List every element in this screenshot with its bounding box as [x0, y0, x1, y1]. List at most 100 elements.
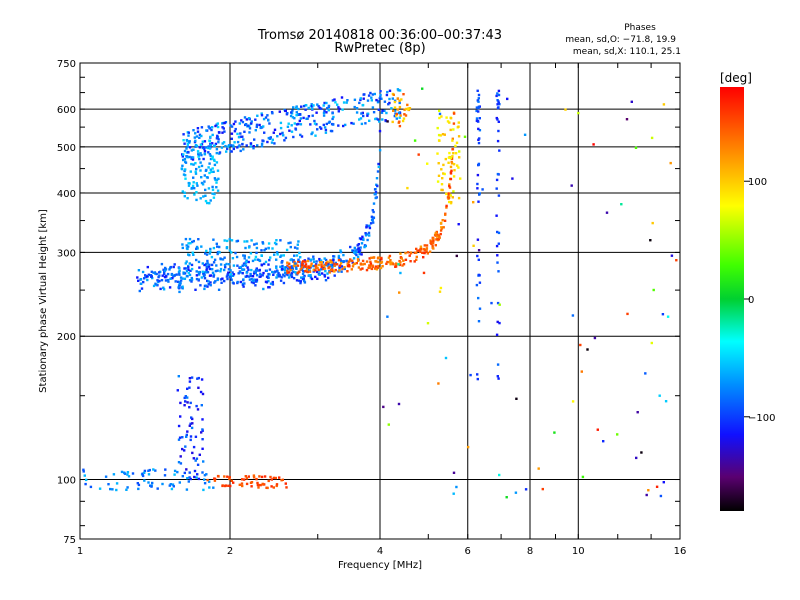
scatter-point — [413, 139, 417, 142]
scatter-point — [216, 189, 220, 192]
scatter-point — [301, 272, 305, 276]
scatter-point — [364, 234, 368, 237]
scatter-point — [449, 156, 452, 160]
scatter-point — [109, 487, 112, 491]
scatter-point — [635, 456, 638, 460]
scatter-point — [212, 196, 216, 199]
scatter-point — [455, 485, 458, 489]
scatter-point — [137, 483, 141, 487]
scatter-point — [312, 258, 315, 261]
scatter-point — [376, 260, 380, 264]
scatter-point — [446, 192, 450, 195]
scatter-point — [136, 482, 139, 485]
scatter-point — [333, 270, 336, 273]
scatter-point — [186, 387, 189, 390]
scatter-point — [239, 280, 242, 284]
scatter-point — [185, 247, 189, 250]
scatter-point — [211, 157, 214, 160]
scatter-point — [314, 269, 317, 272]
scatter-point — [209, 284, 212, 287]
scatter-point — [475, 119, 479, 122]
scatter-point — [183, 142, 186, 145]
scatter-point — [426, 252, 429, 255]
scatter-point — [523, 133, 527, 136]
scatter-point — [182, 153, 185, 156]
scatter-point — [297, 107, 300, 111]
scatter-point — [230, 239, 234, 242]
scatter-point — [216, 122, 219, 125]
scatter-point — [255, 274, 259, 277]
scatter-point — [454, 144, 457, 148]
scatter-point — [669, 161, 672, 165]
scatter-point — [650, 136, 654, 140]
scatter-point — [213, 192, 216, 196]
scatter-point — [154, 282, 157, 285]
scatter-point — [199, 390, 203, 394]
scatter-point — [650, 341, 653, 345]
scatter-point — [322, 267, 325, 271]
scatter-point — [201, 471, 204, 474]
scatter-point — [451, 155, 454, 158]
scatter-point — [365, 268, 369, 272]
scatter-point — [322, 104, 325, 107]
scatter-point — [151, 276, 154, 280]
scatter-point — [307, 106, 310, 110]
scatter-point — [452, 471, 456, 474]
scatter-point — [151, 481, 154, 485]
scatter-point — [405, 107, 408, 111]
scatter-point — [368, 119, 371, 122]
scatter-point — [178, 269, 181, 273]
scatter-point — [328, 120, 331, 123]
scatter-point — [186, 142, 189, 146]
scatter-point — [188, 146, 192, 149]
legend-title: Phases — [624, 23, 656, 33]
scatter-point — [455, 141, 459, 144]
scatter-point — [198, 136, 201, 139]
scatter-point — [200, 245, 203, 248]
scatter-point — [443, 133, 446, 136]
scatter-point — [275, 258, 278, 261]
scatter-point — [647, 489, 650, 492]
scatter-point — [355, 253, 358, 257]
scatter-point — [398, 99, 401, 102]
scatter-point — [240, 135, 243, 138]
scatter-point — [374, 260, 377, 263]
scatter-point — [200, 404, 203, 407]
scatter-point — [340, 260, 343, 263]
scatter-point — [185, 468, 188, 471]
scatter-point — [371, 218, 374, 221]
scatter-point — [447, 194, 450, 198]
scatter-point — [331, 269, 334, 273]
scatter-point — [299, 123, 303, 126]
scatter-point — [476, 182, 479, 186]
scatter-point — [293, 117, 296, 120]
scatter-point — [282, 134, 285, 137]
scatter-point — [283, 267, 286, 270]
scatter-point — [260, 112, 263, 115]
scatter-point — [287, 271, 291, 274]
scatter-point — [436, 238, 439, 241]
scatter-point — [170, 273, 174, 276]
scatter-point — [304, 104, 307, 107]
scatter-point — [328, 265, 331, 269]
scatter-point — [126, 471, 130, 474]
scatter-point — [210, 128, 213, 132]
scatter-point — [367, 266, 370, 270]
y-tick-label: 100 — [57, 476, 76, 487]
scatter-point — [198, 266, 201, 269]
scatter-point — [163, 474, 167, 477]
scatter-point — [415, 251, 418, 254]
scatter-point — [495, 178, 499, 182]
scatter-point — [477, 97, 480, 100]
scatter-point — [325, 262, 328, 265]
scatter-point — [331, 265, 334, 269]
scatter-point — [359, 263, 363, 266]
scatter-point — [195, 245, 199, 249]
scatter-point — [355, 111, 359, 114]
scatter-point — [373, 267, 377, 270]
scatter-point — [596, 428, 599, 431]
scatter-point — [181, 277, 184, 280]
scatter-point — [389, 263, 392, 266]
scatter-point — [309, 264, 313, 267]
